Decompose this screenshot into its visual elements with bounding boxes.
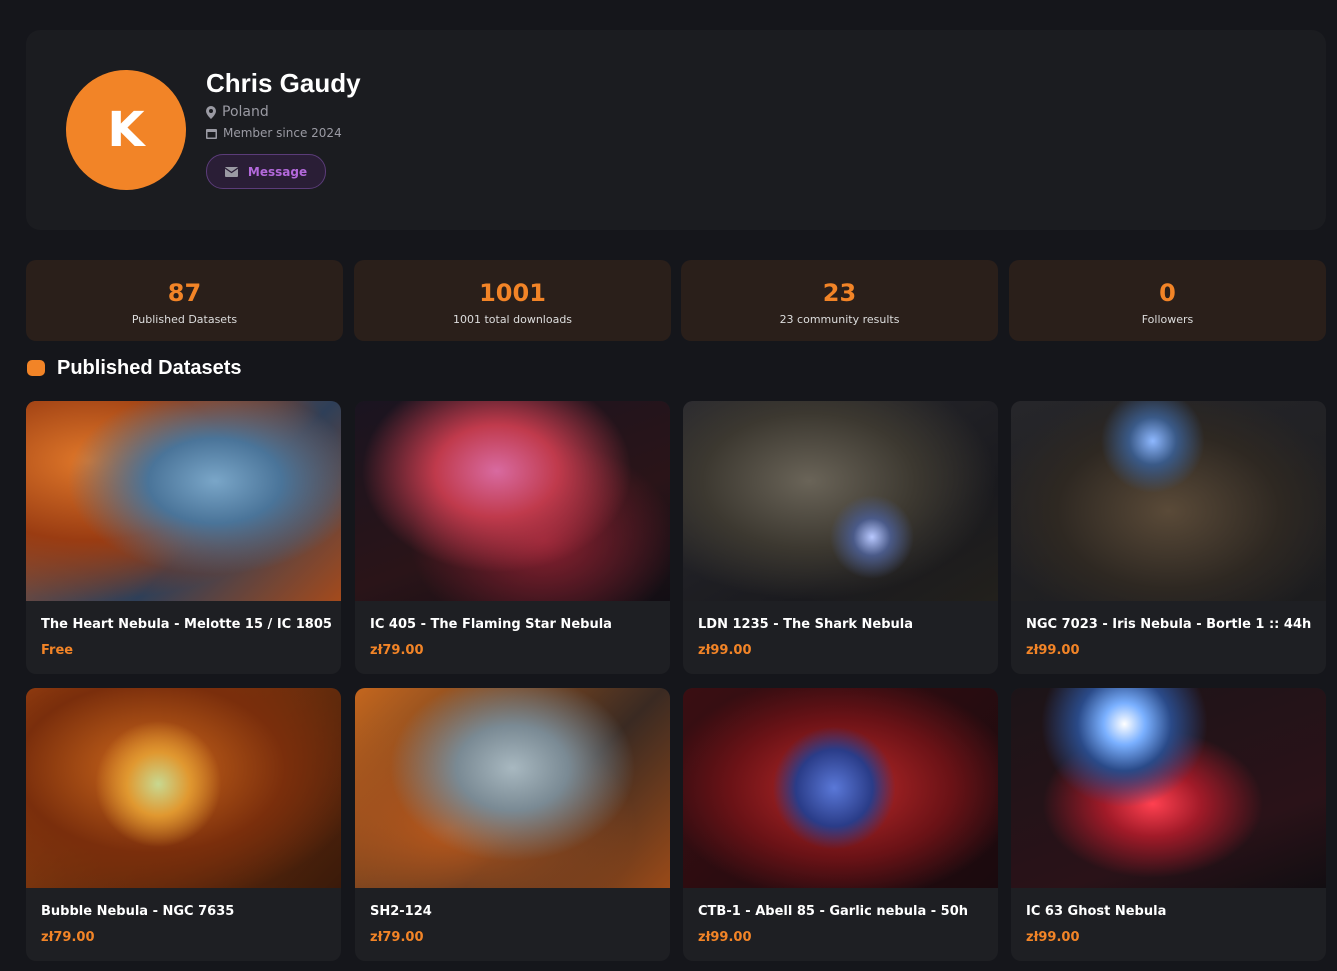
stat-box: 87 Published Datasets — [26, 260, 343, 341]
dataset-image — [683, 688, 998, 888]
stat-label: Published Datasets — [131, 313, 238, 326]
section-icon — [27, 360, 45, 376]
stat-value: 1001 — [479, 279, 546, 307]
dataset-image — [1011, 401, 1326, 601]
dataset-image — [1011, 688, 1326, 888]
dataset-card[interactable]: Bubble Nebula - NGC 7635 zł79.00 — [26, 688, 341, 961]
dataset-image — [26, 401, 341, 601]
dataset-price: zł79.00 — [370, 930, 424, 945]
dataset-title: Bubble Nebula - NGC 7635 — [41, 904, 235, 919]
dataset-price: zł99.00 — [1026, 930, 1080, 945]
dataset-card[interactable]: CTB-1 - Abell 85 - Garlic nebula - 50h zł… — [683, 688, 998, 961]
dataset-image — [355, 688, 670, 888]
profile-card: K Chris Gaudy Poland Member since 2024 M… — [26, 30, 1326, 230]
avatar: K — [66, 70, 186, 190]
location: Poland — [206, 104, 269, 120]
member-since: Member since 2024 — [206, 126, 342, 140]
dataset-card[interactable]: IC 63 Ghost Nebula zł99.00 — [1011, 688, 1326, 961]
dataset-title: CTB-1 - Abell 85 - Garlic nebula - 50h — [698, 904, 969, 919]
mail-icon — [224, 166, 238, 177]
stat-value: 87 — [167, 279, 202, 307]
dataset-price: zł79.00 — [41, 930, 95, 945]
message-label: Message — [247, 164, 308, 179]
dataset-price: zł99.00 — [698, 643, 752, 658]
dataset-card[interactable]: SH2-124 zł79.00 — [355, 688, 670, 961]
dataset-image — [26, 688, 341, 888]
section-title: Published Datasets — [57, 357, 242, 379]
dataset-card[interactable]: IC 405 - The Flaming Star Nebula zł79.00 — [355, 401, 670, 674]
dataset-image — [355, 401, 670, 601]
dataset-card[interactable]: The Heart Nebula - Melotte 15 / IC 1805 F… — [26, 401, 341, 674]
user-name: Chris Gaudy — [206, 68, 361, 98]
dataset-card[interactable]: LDN 1235 - The Shark Nebula zł99.00 — [683, 401, 998, 674]
stat-value: 23 — [822, 279, 857, 307]
stat-label: 1001 total downloads — [452, 313, 573, 326]
stat-value: 0 — [1159, 279, 1176, 307]
calendar-icon — [206, 128, 217, 139]
dataset-title: LDN 1235 - The Shark Nebula — [698, 617, 914, 632]
dataset-title: NGC 7023 - Iris Nebula - Bortle 1 :: 44h — [1026, 617, 1312, 632]
stat-box: 1001 1001 total downloads — [354, 260, 671, 341]
dataset-title: IC 405 - The Flaming Star Nebula — [370, 617, 612, 632]
stat-label: 23 community results — [779, 313, 900, 326]
member-since-text: Member since 2024 — [223, 126, 342, 140]
dataset-title: The Heart Nebula - Melotte 15 / IC 1805 — [41, 617, 332, 632]
stat-box: 0 Followers — [1009, 260, 1326, 341]
dataset-price: Free — [41, 643, 74, 658]
dataset-price: zł99.00 — [1026, 643, 1080, 658]
dataset-price: zł79.00 — [370, 643, 424, 658]
dataset-image — [683, 401, 998, 601]
stat-box: 23 23 community results — [681, 260, 998, 341]
stat-label: Followers — [1141, 313, 1194, 326]
pin-icon — [206, 105, 216, 119]
dataset-title: IC 63 Ghost Nebula — [1026, 904, 1167, 919]
dataset-title: SH2-124 — [370, 904, 432, 919]
dataset-price: zł99.00 — [698, 930, 752, 945]
location-text: Poland — [222, 104, 269, 120]
dataset-card[interactable]: NGC 7023 - Iris Nebula - Bortle 1 :: 44h… — [1011, 401, 1326, 674]
message-button[interactable]: Message — [206, 154, 326, 189]
